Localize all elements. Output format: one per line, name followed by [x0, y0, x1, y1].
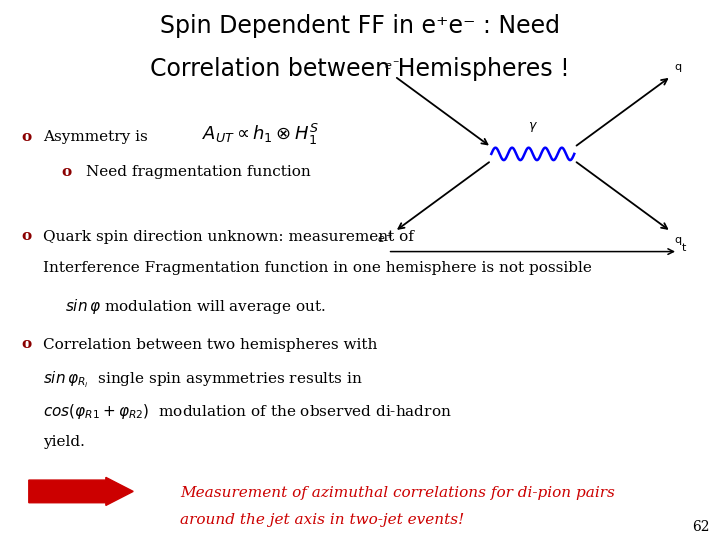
Text: around the jet axis in two-jet events!: around the jet axis in two-jet events! [180, 513, 464, 527]
Text: $\mathit{sin}\,\mathit{\varphi}$ modulation will average out.: $\mathit{sin}\,\mathit{\varphi}$ modulat… [65, 297, 326, 316]
Text: o: o [22, 230, 32, 244]
Text: 62: 62 [692, 519, 709, 534]
Text: $e^-$: $e^-$ [384, 60, 400, 72]
Text: Spin Dependent FF in e⁺e⁻ : Need: Spin Dependent FF in e⁺e⁻ : Need [160, 14, 560, 37]
Text: $A_{UT} \propto h_1 \otimes H_1^S$: $A_{UT} \propto h_1 \otimes H_1^S$ [202, 122, 318, 146]
Text: o: o [22, 338, 32, 352]
Text: yield.: yield. [43, 435, 85, 449]
Text: $\gamma$: $\gamma$ [528, 120, 538, 134]
Text: Interference Fragmentation function in one hemisphere is not possible: Interference Fragmentation function in o… [43, 261, 592, 275]
Text: Measurement of azimuthal correlations for di-pion pairs: Measurement of azimuthal correlations fo… [180, 486, 615, 500]
Text: $\mathit{sin}\,\mathit{\varphi}_{R_i}$  single spin asymmetries results in: $\mathit{sin}\,\mathit{\varphi}_{R_i}$ s… [43, 370, 363, 390]
Text: q: q [675, 235, 682, 245]
FancyArrow shape [29, 477, 133, 505]
Text: Correlation between Hemispheres !: Correlation between Hemispheres ! [150, 57, 570, 80]
Text: o: o [22, 130, 32, 144]
Text: Asymmetry is: Asymmetry is [43, 130, 148, 144]
Text: $e^+$: $e^+$ [377, 231, 394, 246]
Text: q: q [675, 62, 682, 71]
Text: o: o [61, 165, 71, 179]
Text: t: t [681, 242, 685, 253]
Text: Correlation between two hemispheres with: Correlation between two hemispheres with [43, 338, 377, 352]
Text: Need fragmentation function: Need fragmentation function [86, 165, 311, 179]
Text: $\mathit{cos}(\mathit{\varphi}_{R1}+\mathit{\varphi}_{R2})$  modulation of the o: $\mathit{cos}(\mathit{\varphi}_{R1}+\mat… [43, 402, 452, 421]
Text: Quark spin direction unknown: measurement of: Quark spin direction unknown: measuremen… [43, 230, 414, 244]
